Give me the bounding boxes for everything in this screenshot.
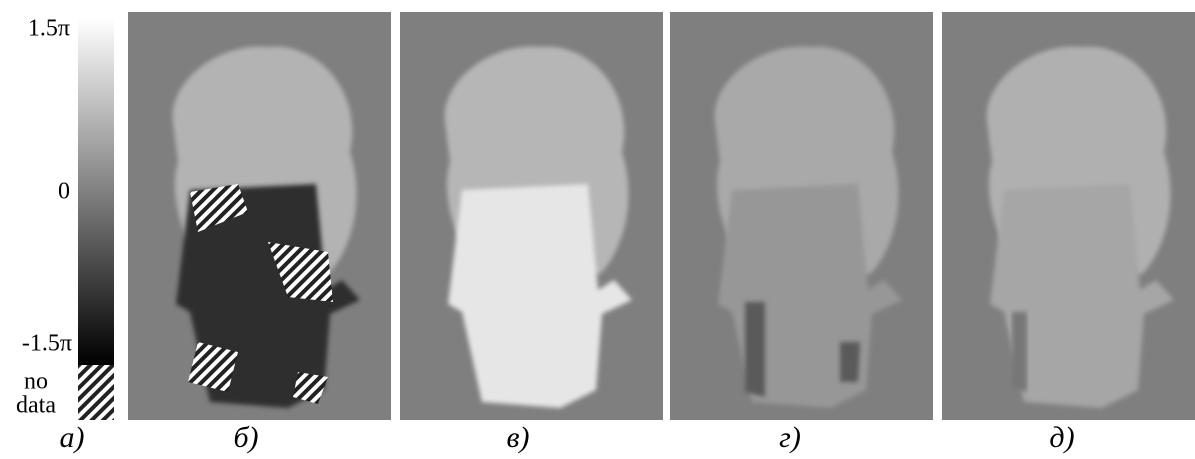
- panel-label: д): [1049, 421, 1074, 454]
- phase-map: [400, 12, 663, 420]
- no-data-label: no: [24, 369, 48, 395]
- panel-label: в): [506, 421, 529, 454]
- phase-map: [942, 12, 1195, 420]
- colorbar-label: 0: [58, 179, 70, 205]
- colorbar-label: 1.5π: [28, 16, 70, 42]
- phase-map: [670, 12, 933, 420]
- colorbar-label: -1.5π: [22, 331, 72, 357]
- no-data-swatch: [78, 365, 114, 420]
- no-data-label: data: [16, 393, 56, 419]
- figure: 1.5π 0 -1.5π no data а) б) в) г) д): [0, 0, 1195, 459]
- colorbar: [78, 18, 114, 365]
- phase-map: [128, 12, 391, 420]
- panel-label: г): [779, 421, 801, 454]
- panel-label: а): [60, 421, 85, 454]
- panel-label: б): [233, 421, 258, 454]
